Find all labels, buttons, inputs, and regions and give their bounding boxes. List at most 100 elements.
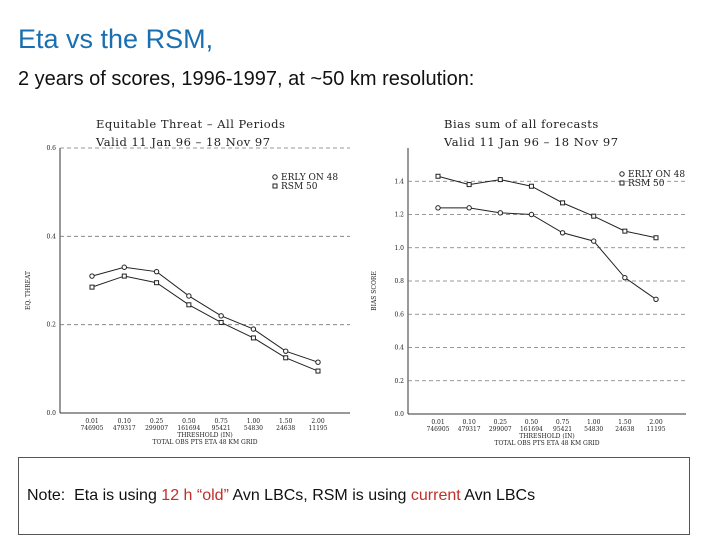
eq-threat-x-tick-label: 2.00 xyxy=(311,418,325,425)
eq-threat-x-tick-label: 1.00 xyxy=(247,418,261,425)
eq-threat-point-s2 xyxy=(283,355,289,361)
bias-x-count-label: 54830 xyxy=(584,426,603,433)
eq-threat-x-axis-label-2: TOTAL OBS PTS ETA 48 KM GRID xyxy=(152,439,257,446)
bias-x-tick-label: 0.25 xyxy=(494,419,508,426)
eq-threat-point-s1 xyxy=(315,359,321,365)
eq-threat-x-count-label: 746905 xyxy=(81,425,104,432)
bias-x-axis-label-2: TOTAL OBS PTS ETA 48 KM GRID xyxy=(494,440,599,447)
note-highlight-current: current xyxy=(410,487,461,504)
bias-score-chart: Bias sum of all forecasts Valid 11 Jan 96… xyxy=(360,110,700,455)
eq-threat-x-count-label: 54830 xyxy=(244,425,263,432)
eq-threat-point-s1 xyxy=(89,273,95,279)
bias-legend-marker-2 xyxy=(619,180,625,186)
bias-x-count-label: 479317 xyxy=(458,426,481,433)
equitable-threat-chart: Equitable Threat – All Periods Valid 11 J… xyxy=(20,110,360,455)
eq-threat-x-tick-label: 1.50 xyxy=(279,418,293,425)
bias-x-count-label: 95421 xyxy=(553,426,572,433)
bias-y-tick-label: 1.2 xyxy=(394,212,404,219)
eq-threat-x-count-label: 24638 xyxy=(276,425,295,432)
bias-point-s2 xyxy=(622,228,628,234)
eq-threat-y-tick-label: 0.6 xyxy=(46,145,56,152)
slide-title: Eta vs the RSM, xyxy=(18,24,214,54)
bias-x-tick-label: 0.01 xyxy=(431,419,444,426)
bias-x-tick-label: 1.00 xyxy=(587,419,601,426)
bias-y-tick-label: 0.0 xyxy=(394,411,404,418)
bias-point-s1 xyxy=(622,274,628,281)
eq-threat-point-s2 xyxy=(250,335,256,341)
eq-threat-legend-label-1: ERLY ON 48 xyxy=(281,173,338,183)
eq-threat-y-tick-label: 0.2 xyxy=(46,322,56,329)
eq-threat-series-line-1 xyxy=(91,266,319,363)
eq-threat-legend-label-2: RSM 50 xyxy=(281,182,318,192)
eq-threat-x-tick-label: 0.25 xyxy=(150,418,164,425)
note-box: Note: Eta is using 12 h “old” Avn LBCs, … xyxy=(18,457,690,535)
eq-threat-point-s1 xyxy=(250,326,257,332)
bias-legend-label-2: RSM 50 xyxy=(628,179,665,189)
bias-point-s2 xyxy=(528,183,534,189)
eq-threat-point-s2 xyxy=(186,302,192,308)
eq-threat-point-s1 xyxy=(121,264,127,270)
bias-series-line-2 xyxy=(437,175,657,239)
bias-point-s2 xyxy=(591,213,597,219)
bias-y-tick-label: 0.4 xyxy=(394,345,404,352)
equitable-threat-chart-svg: Equitable Threat – All Periods Valid 11 J… xyxy=(25,117,350,446)
bias-point-s2 xyxy=(466,182,472,188)
bias-legend-label-1: ERLY ON 48 xyxy=(628,170,685,180)
bias-x-tick-label: 0.50 xyxy=(525,419,539,426)
bias-point-s1 xyxy=(591,238,597,244)
eq-threat-title: Equitable Threat – All Periods xyxy=(96,117,285,131)
eq-threat-legend-marker-2 xyxy=(272,183,278,189)
bias-x-tick-label: 0.75 xyxy=(556,419,570,426)
eq-threat-x-count-label: 161694 xyxy=(177,425,200,432)
eq-threat-y-axis-label: EQ. THREAT xyxy=(25,271,32,310)
eq-threat-x-axis-label: THRESHOLD (IN) xyxy=(177,432,232,439)
eq-threat-point-s1 xyxy=(186,293,192,299)
eq-threat-series-line-2 xyxy=(91,275,319,372)
bias-point-s1 xyxy=(497,210,503,216)
bias-score-chart-svg: Bias sum of all forecasts Valid 11 Jan 96… xyxy=(371,117,686,447)
eq-threat-point-s1 xyxy=(153,268,160,275)
eq-threat-x-count-label: 95421 xyxy=(212,425,231,432)
eq-threat-y-tick-label: 0.4 xyxy=(46,233,56,240)
bias-x-tick-label: 2.00 xyxy=(649,419,663,426)
bias-point-s1 xyxy=(435,205,441,211)
bias-point-s2 xyxy=(497,177,503,183)
note-text-3: Avn LBCs xyxy=(460,487,536,504)
bias-y-tick-label: 0.6 xyxy=(394,311,404,318)
eq-threat-point-s2 xyxy=(121,273,127,279)
bias-series-line-1 xyxy=(438,207,657,300)
bias-x-tick-label: 0.10 xyxy=(462,419,476,426)
eq-threat-x-count-label: 299007 xyxy=(145,425,168,432)
eq-threat-point-s1 xyxy=(218,313,224,319)
bias-point-s1 xyxy=(559,230,566,236)
note-highlight-old: 12 h “old” xyxy=(161,487,229,504)
bias-y-axis-label: BIAS SCORE xyxy=(371,271,378,311)
eq-threat-point-s2 xyxy=(218,319,224,325)
bias-point-s2 xyxy=(435,173,441,179)
eq-threat-x-count-label: 11195 xyxy=(308,425,327,432)
eq-threat-subtitle: Valid 11 Jan 96 – 18 Nov 97 xyxy=(95,135,271,149)
bias-point-s1 xyxy=(466,205,472,211)
eq-threat-point-s2 xyxy=(154,280,160,286)
bias-x-tick-label: 1.50 xyxy=(618,419,632,426)
bias-x-count-label: 11195 xyxy=(646,426,665,433)
bias-point-s1 xyxy=(528,211,535,218)
bias-title: Bias sum of all forecasts xyxy=(444,117,599,131)
eq-threat-x-tick-label: 0.01 xyxy=(85,418,98,425)
note-text-1: Note: Eta is using xyxy=(27,487,162,504)
bias-x-count-label: 746905 xyxy=(427,426,450,433)
bias-legend-marker-1 xyxy=(619,171,625,177)
bias-x-count-label: 299007 xyxy=(489,426,512,433)
eq-threat-point-s1 xyxy=(283,348,289,354)
bias-x-count-label: 24638 xyxy=(615,426,634,433)
eq-threat-x-tick-label: 0.75 xyxy=(214,418,228,425)
eq-threat-point-s2 xyxy=(89,284,95,290)
bias-x-count-label: 161694 xyxy=(520,426,543,433)
bias-y-tick-label: 1.4 xyxy=(394,178,404,185)
eq-threat-y-tick-label: 0.0 xyxy=(46,410,56,417)
bias-y-tick-label: 1.0 xyxy=(394,245,404,252)
bias-subtitle: Valid 11 Jan 96 – 18 Nov 97 xyxy=(443,135,619,149)
note-text-2: Avn LBCs, RSM is using xyxy=(228,487,411,504)
bias-point-s2 xyxy=(653,235,659,241)
bias-y-tick-label: 0.2 xyxy=(394,378,404,385)
